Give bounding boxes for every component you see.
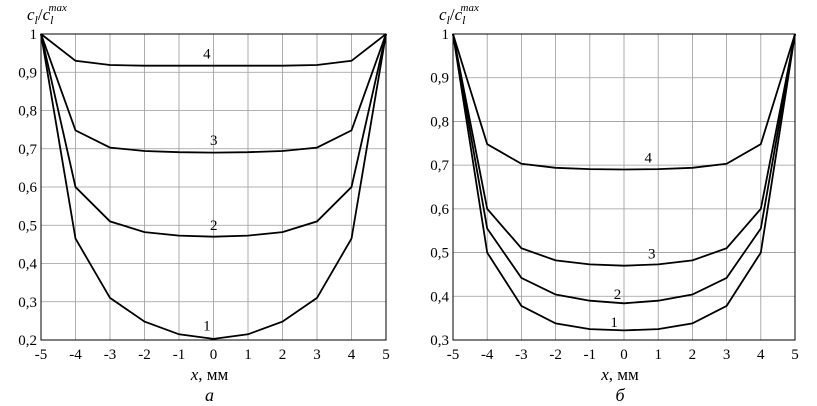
x-axis-label-unit: , мм — [198, 365, 228, 384]
x-tick-label: 3 — [313, 347, 321, 363]
y-axis-label-sup: max — [461, 2, 479, 14]
y-tick-label: 0,3 — [18, 295, 37, 311]
series-label-3: 3 — [648, 247, 656, 263]
series-label-4: 4 — [645, 151, 653, 167]
y-tick-label: 0,7 — [430, 158, 449, 174]
x-axis-label: x, мм — [600, 365, 639, 384]
series-label-3: 3 — [210, 133, 218, 149]
x-tick-label: 5 — [382, 347, 390, 363]
y-axis-label-main: c — [27, 5, 35, 24]
x-tick-label: 3 — [723, 347, 731, 363]
y-axis-label-sub: l — [447, 13, 451, 27]
y-tick-label: 0,5 — [430, 246, 449, 262]
y-axis-label: cl/clmax — [27, 2, 67, 27]
series-line-4 — [40, 33, 387, 67]
y-tick-label: 0,2 — [18, 333, 37, 349]
y-axis-label-slash: / — [38, 5, 43, 24]
y-tick-label: 0,6 — [18, 180, 37, 196]
y-tick-label: 0,3 — [430, 333, 449, 349]
x-tick-label: -2 — [138, 347, 151, 363]
x-tick-label: 0 — [620, 347, 628, 363]
y-axis-label-main: c — [439, 5, 447, 24]
y-axis-label-slash: / — [450, 5, 455, 24]
plot-frame — [452, 33, 796, 341]
x-tick-label: 0 — [210, 347, 218, 363]
series-label-2: 2 — [210, 218, 218, 234]
y-tick-label: 0,8 — [430, 114, 449, 130]
x-tick-label: -4 — [69, 347, 82, 363]
x-tick-label: -1 — [173, 347, 186, 363]
y-axis-label-sub: l — [35, 13, 39, 27]
y-axis-label-sub-2: l — [462, 13, 466, 27]
series-label-2: 2 — [614, 287, 622, 303]
x-axis-label-unit: , мм — [609, 365, 639, 384]
y-tick-label: 0,7 — [18, 142, 37, 158]
series-line-1 — [452, 33, 796, 332]
series-line-4 — [452, 33, 796, 171]
plot-frame — [40, 33, 387, 341]
y-axis-label-main-2: c — [455, 5, 463, 24]
series-line-2 — [452, 33, 796, 305]
y-tick-label: 1 — [442, 27, 450, 43]
panel-label: б — [615, 385, 625, 405]
x-tick-label: 2 — [689, 347, 697, 363]
x-tick-label: -3 — [104, 347, 117, 363]
x-tick-label: -1 — [584, 347, 597, 363]
chart-a: -5 -4 -3 -2 -1 0 1 2 3 4 5 0,2 0,3 0,4 0,5 0,6 0,7 0,8 0,9… — [18, 2, 390, 405]
series-line-3 — [40, 33, 387, 154]
x-tick-label: 5 — [791, 347, 799, 363]
x-tick-label: 1 — [244, 347, 252, 363]
y-tick-label: 0,8 — [18, 104, 37, 120]
grid — [40, 33, 387, 341]
series-line-2 — [40, 33, 387, 238]
x-axis-label: x, мм — [190, 365, 229, 384]
y-tick-label: 0,4 — [430, 289, 449, 305]
y-tick-label: 0,6 — [430, 202, 449, 218]
y-axis-label-main-2: c — [43, 5, 51, 24]
y-tick-label: 0,5 — [18, 218, 37, 234]
x-axis-label-var: x — [600, 365, 609, 384]
y-axis-label-sup: max — [49, 2, 67, 14]
chart-b: -5 -4 -3 -2 -1 0 1 2 3 4 50,30,40,50,60,70,80,9112… — [430, 2, 799, 405]
y-tick-label: 0,4 — [18, 257, 37, 273]
x-tick-label: -4 — [481, 347, 494, 363]
series-line-1 — [40, 33, 387, 340]
y-tick-label: 0,9 — [18, 65, 37, 81]
y-axis-label: cl/clmax — [439, 2, 479, 27]
series-line-3 — [452, 33, 796, 267]
x-tick-label: 2 — [279, 347, 287, 363]
panel-label: а — [205, 385, 214, 405]
x-tick-label: -5 — [447, 347, 460, 363]
series-label-1: 1 — [610, 315, 618, 331]
y-tick-label: 0,9 — [430, 71, 449, 87]
y-axis-label-sub-2: l — [50, 13, 54, 27]
grid — [452, 33, 796, 341]
x-tick-label: -3 — [515, 347, 528, 363]
x-tick-label: 1 — [654, 347, 662, 363]
series-label-4: 4 — [203, 46, 211, 62]
x-tick-label: 4 — [348, 347, 356, 363]
series-label-1: 1 — [203, 318, 211, 334]
y-tick-label: 1 — [30, 27, 38, 43]
x-tick-label: -5 — [35, 347, 48, 363]
x-tick-label: 4 — [757, 347, 765, 363]
x-axis-label-var: x — [190, 365, 199, 384]
x-tick-label: -2 — [549, 347, 562, 363]
